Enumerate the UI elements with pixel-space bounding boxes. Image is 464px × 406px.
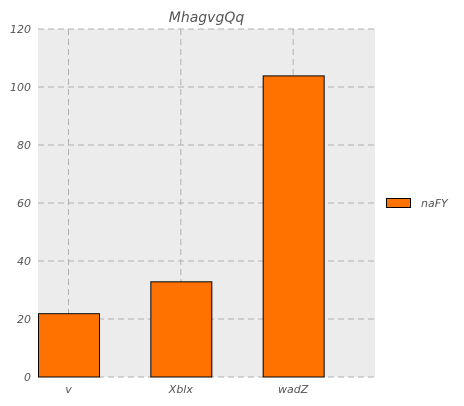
- bars: [38, 75, 325, 378]
- y-tick-label-100: 100: [10, 81, 31, 94]
- x-tick-label-wadZ: wadZ: [278, 383, 309, 396]
- x-tick-label-Xblx: Xblx: [168, 383, 194, 396]
- bar-v: [38, 313, 100, 378]
- y-tick-label-20: 20: [17, 313, 31, 326]
- legend: naFY: [386, 197, 449, 210]
- x-tick-label-v: v: [65, 383, 72, 396]
- legend-label-naFY: naFY: [421, 197, 449, 210]
- chart-title: MhagvgQq: [169, 10, 245, 26]
- y-tick-label-120: 120: [10, 23, 31, 36]
- legend-swatch-naFY: [386, 198, 411, 208]
- y-tick-label-80: 80: [17, 139, 31, 152]
- bar-wadZ: [262, 75, 325, 378]
- y-tick-label-0: 0: [24, 371, 31, 384]
- bar-Xblx: [150, 281, 213, 378]
- y-tick-label-60: 60: [17, 197, 31, 210]
- axes: 0 20 40 60 80 100 120 v Xblx wadZ: [10, 23, 309, 396]
- y-tick-label-40: 40: [17, 255, 31, 268]
